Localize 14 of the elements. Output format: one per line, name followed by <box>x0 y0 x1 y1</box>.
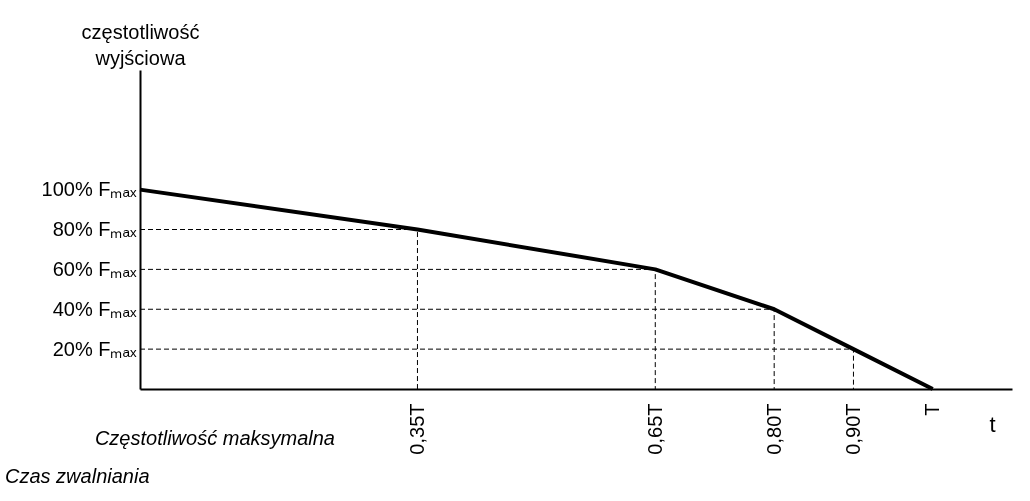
x-tick-label: T <box>921 403 944 416</box>
text: Częstotliwość maksymalna <box>94 427 335 449</box>
y-tick-label: 100% Fₘₐₓ <box>41 178 137 201</box>
y-tick-label: 40% Fₘₐₓ <box>52 297 137 320</box>
x-axis-title: t <box>989 411 996 437</box>
y-tick-label: 20% Fₘₐₓ <box>52 337 137 360</box>
text: Czas zwalniania <box>5 465 150 487</box>
x-tick-label: 0,35T <box>405 403 428 455</box>
x-tick-label: 0,80T <box>762 403 785 455</box>
x-tick-label: 0,65T <box>643 403 666 455</box>
x-tick-label: 0,90T <box>841 403 864 455</box>
y-tick-label: 60% Fₘₐₓ <box>52 257 137 280</box>
y-axis-title: częstotliwość wyjściowa <box>81 20 200 69</box>
y-tick-label: 80% Fₘₐₓ <box>52 218 137 240</box>
